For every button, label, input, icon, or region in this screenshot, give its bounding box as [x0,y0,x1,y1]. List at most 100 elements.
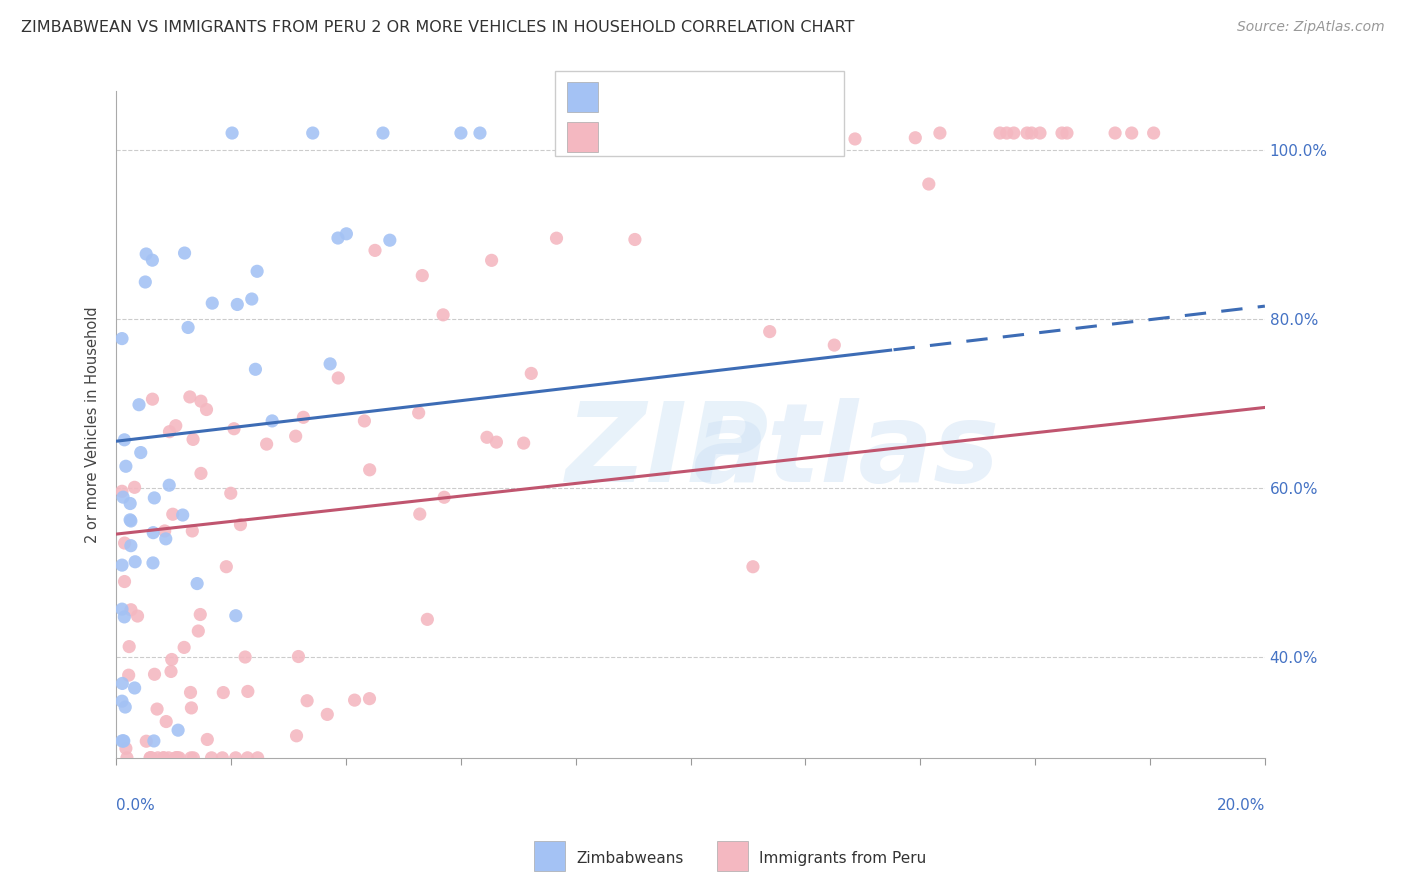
Point [112,734,135,748]
Point [1002,126,1025,140]
Point [172,508,194,522]
Point [155,532,177,546]
Point [187,624,209,638]
Point [120,514,142,528]
Point [143,491,166,505]
Point [152,751,174,765]
Point [301,126,323,140]
Point [141,751,163,765]
Point [180,751,202,765]
Point [146,751,169,765]
Point [128,398,150,412]
Point [245,362,267,376]
Point [233,650,256,665]
Point [378,233,401,247]
Point [112,734,135,748]
Point [120,539,142,553]
Point [134,275,156,289]
Point [409,507,432,521]
Point [240,292,263,306]
Point [143,667,166,681]
Point [111,484,134,499]
Point [155,714,177,729]
Point [183,751,205,765]
Point [157,751,180,765]
Point [928,126,950,140]
Point [120,513,142,527]
Point [284,429,307,443]
Point [433,490,456,504]
Text: 0.113: 0.113 [648,87,700,105]
Point [135,247,157,261]
Point [160,665,183,679]
Point [995,126,1018,140]
Point [127,609,149,624]
Point [142,734,165,748]
Point [139,751,162,765]
Point [112,610,135,624]
Point [904,130,927,145]
Text: 0.0%: 0.0% [117,798,155,814]
Point [115,741,138,756]
Point [364,244,387,258]
Text: 105: 105 [745,128,780,145]
Text: 0.191: 0.191 [648,128,700,145]
Point [114,574,136,589]
Text: 20.0%: 20.0% [1216,798,1265,814]
Point [190,394,212,409]
Point [190,467,212,481]
Point [118,640,141,654]
Point [215,559,238,574]
Point [1143,126,1166,140]
Text: R =: R = [609,128,645,145]
Point [167,751,190,765]
Point [758,325,780,339]
Point [153,524,176,538]
Text: N =: N = [710,87,747,105]
Point [262,414,284,428]
Point [624,232,647,246]
Point [124,681,146,695]
Point [1015,126,1038,140]
Point [742,559,765,574]
Point [246,751,269,765]
Point [823,338,845,352]
Text: Source: ZipAtlas.com: Source: ZipAtlas.com [1237,20,1385,34]
Point [988,126,1011,140]
Point [1021,126,1043,140]
Point [335,227,357,241]
Point [285,729,308,743]
Point [115,459,138,474]
Point [1121,126,1143,140]
Point [236,751,259,765]
Point [328,371,350,385]
Point [112,433,135,447]
Point [432,308,454,322]
Point [173,246,195,260]
Point [371,126,394,140]
Point [844,132,866,146]
Point [165,751,187,765]
Point [165,418,187,433]
Point [177,320,200,334]
Point [180,701,202,715]
Point [181,524,204,538]
Point [411,268,433,283]
Y-axis label: 2 or more Vehicles in Household: 2 or more Vehicles in Household [86,306,100,542]
Point [359,691,381,706]
Text: Immigrants from Peru: Immigrants from Peru [759,852,927,866]
Point [160,652,183,666]
Point [1050,126,1073,140]
Point [118,668,141,682]
Point [229,517,252,532]
Point [129,445,152,459]
Text: atlas: atlas [692,398,1000,505]
Point [343,693,366,707]
Point [141,253,163,268]
Point [162,507,184,521]
Point [179,390,201,404]
Point [188,607,211,622]
Point [142,556,165,570]
Point [111,332,134,346]
Point [226,297,249,311]
